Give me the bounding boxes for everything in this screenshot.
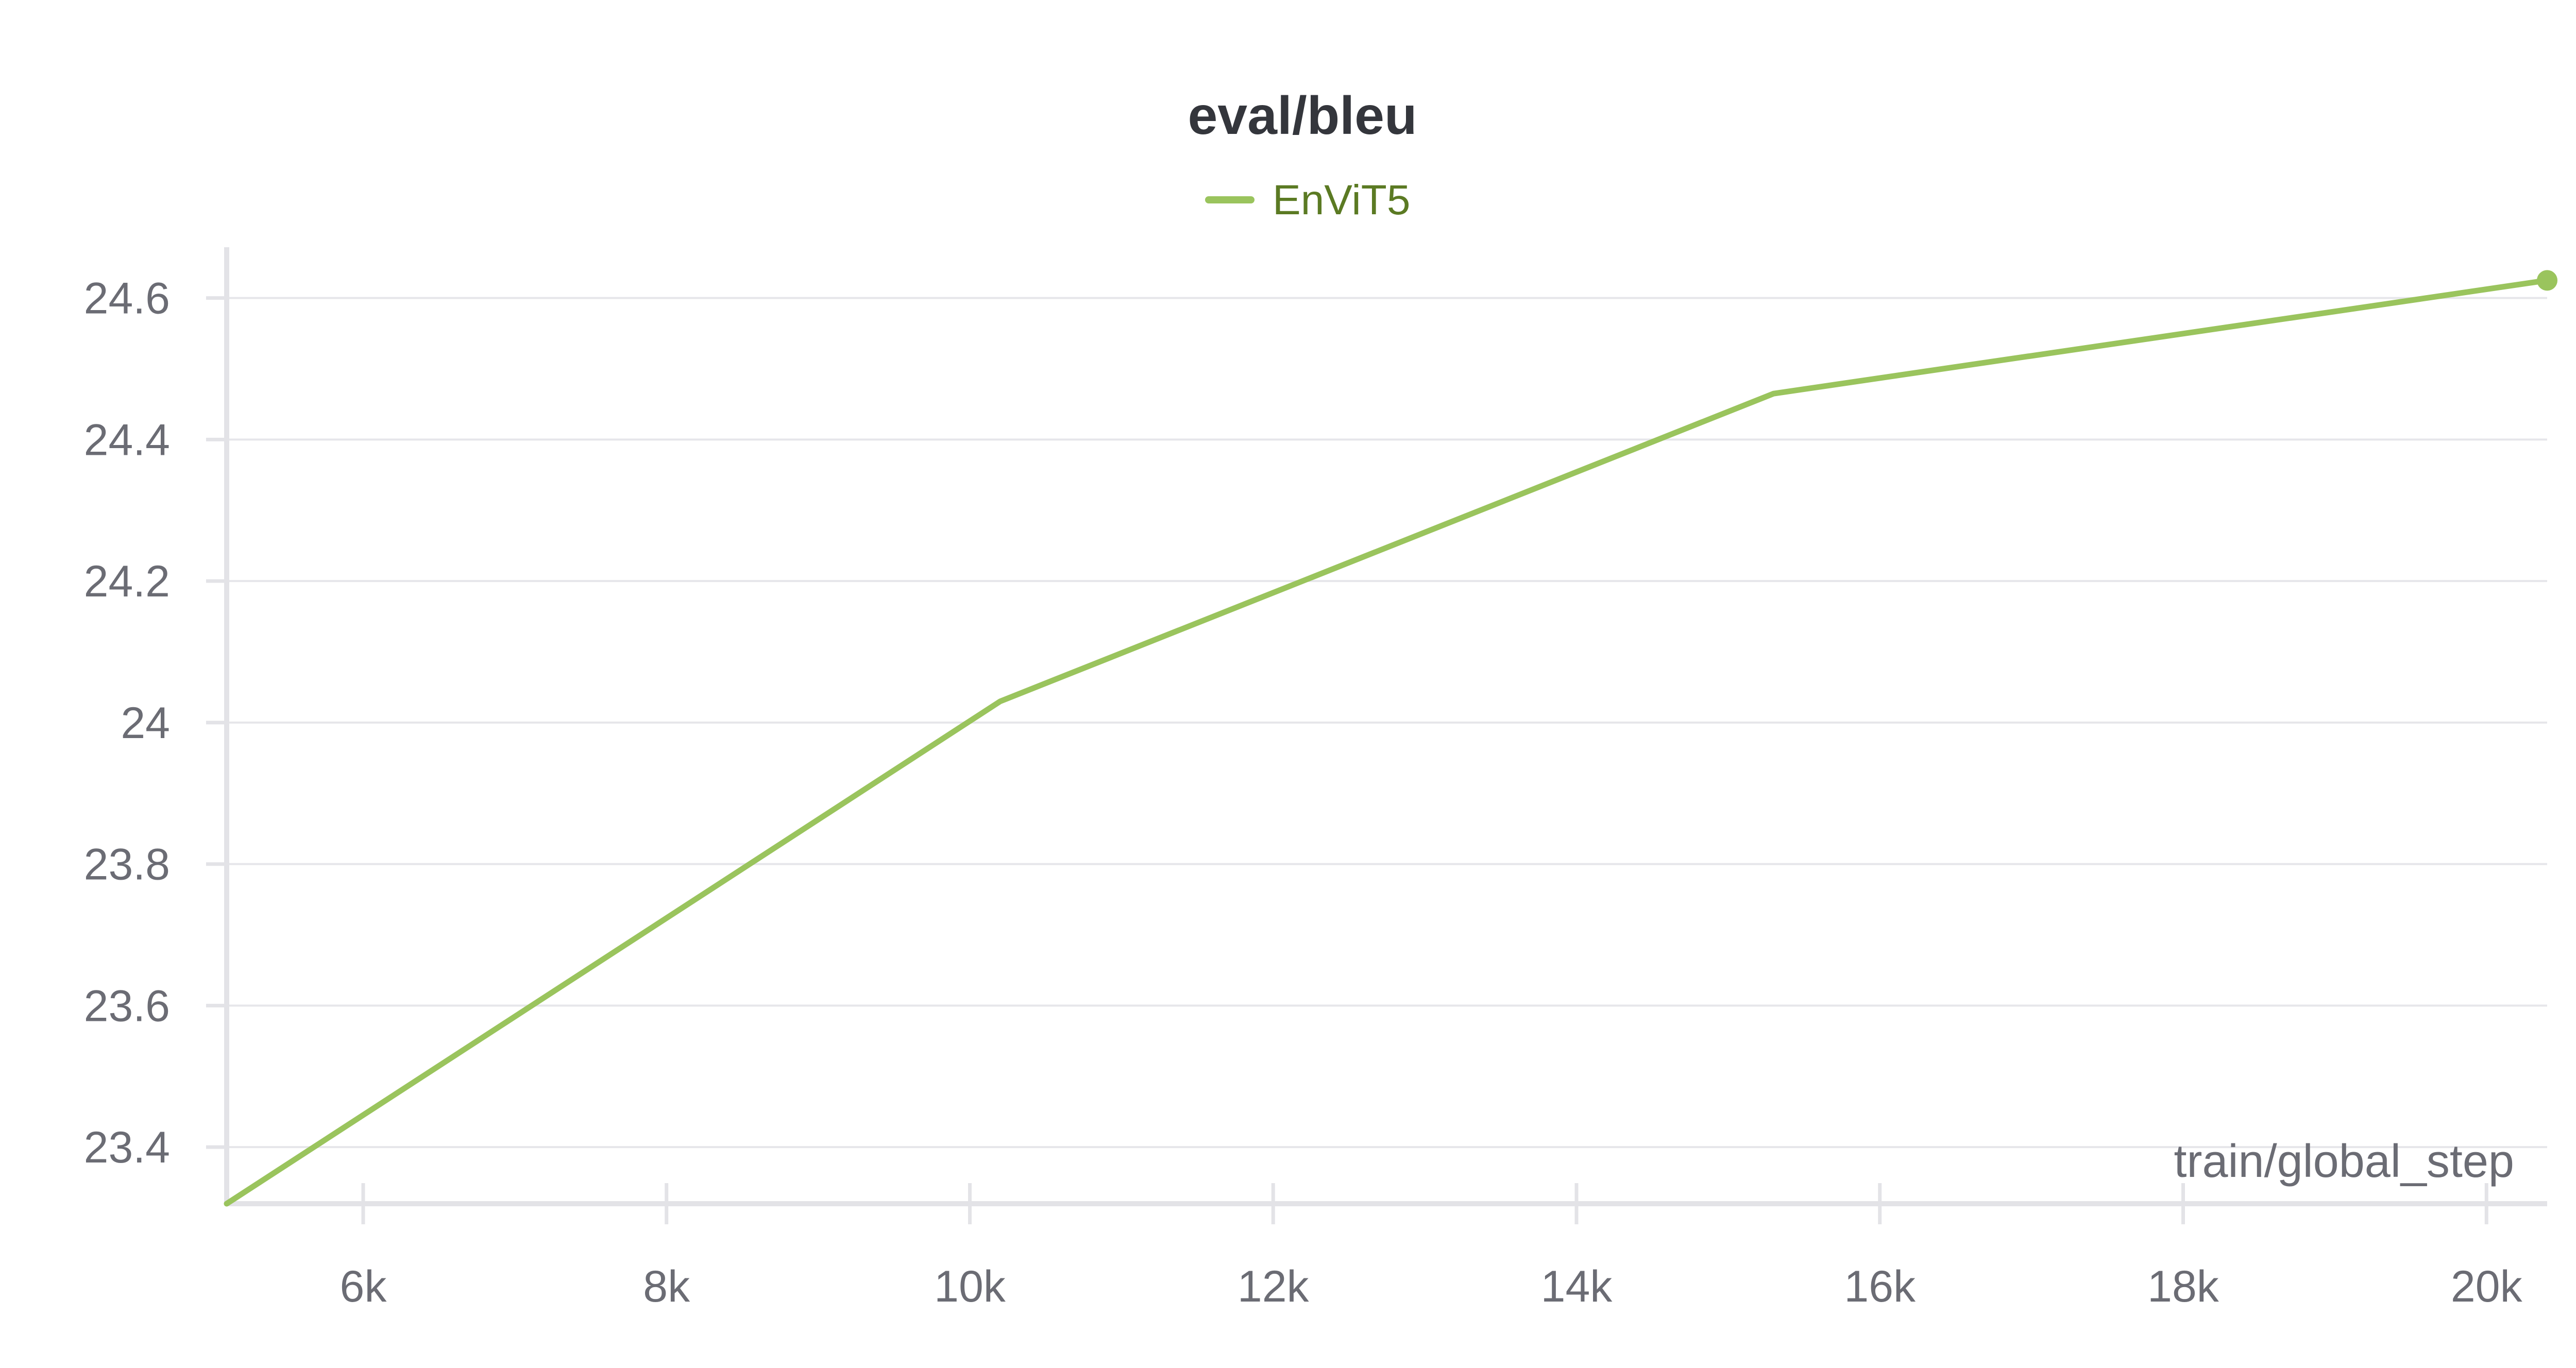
y-tick-label: 23.8 [84,840,170,890]
legend-label-envit5: EnViT5 [1273,177,1410,224]
series-endpoint-marker[interactable] [2537,270,2557,291]
x-axis-tick-labels: 6k 8k 10k 12k 14k 16k 18k 20k [340,1262,2523,1311]
y-tick-label: 24.6 [84,274,170,323]
x-tick-label: 12k [1238,1262,1310,1311]
y-tick-label: 23.4 [84,1123,170,1172]
x-tick-label: 16k [1844,1262,1916,1311]
chart-title: eval/bleu [1188,86,1417,146]
x-tick-label: 10k [934,1262,1006,1311]
grid-lines [227,297,2547,1149]
y-tick-label: 24.2 [84,557,170,606]
x-tick-label: 8k [643,1262,690,1311]
x-tick-label: 18k [2147,1262,2219,1311]
series-layer [224,270,2557,1207]
series-line-envit5[interactable] [224,277,2550,1207]
x-axis-title: train/global_step [2174,1136,2514,1187]
y-tick-label: 23.6 [84,981,170,1031]
y-tick-label: 24 [121,698,170,748]
x-tick-label: 6k [340,1262,387,1311]
x-tick-label: 14k [1541,1262,1613,1311]
x-tick-label: 20k [2451,1262,2523,1311]
legend[interactable]: EnViT5 [1205,177,1410,224]
y-axis-tick-labels: 23.4 23.6 23.8 24 24.2 24.4 24.6 [84,274,170,1172]
y-tick-label: 24.4 [84,415,170,465]
axes [206,247,2547,1224]
